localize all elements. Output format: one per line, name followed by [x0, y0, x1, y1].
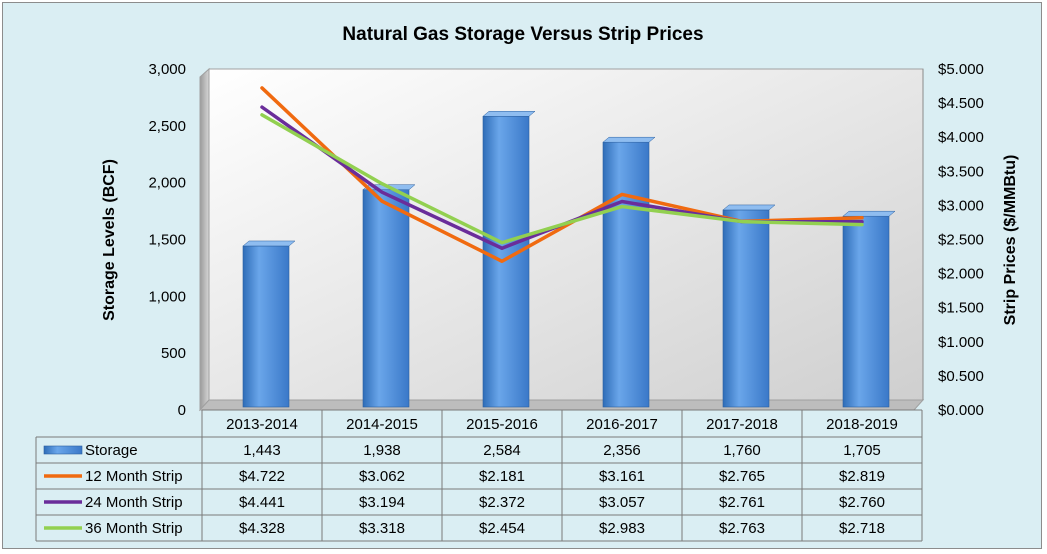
storage-bar-body — [722, 209, 770, 408]
y-tick-left: 0 — [178, 402, 186, 419]
y-axis-right-label: Strip Prices ($/MMBtu) — [1002, 155, 1019, 326]
table-cell: $3.062 — [359, 468, 405, 485]
table-cell: $3.318 — [359, 520, 405, 537]
y-tick-left: 1,000 — [148, 288, 186, 305]
line-36-month-strip — [260, 113, 864, 245]
table-cell: $2.761 — [719, 494, 765, 511]
y-tick-right: $2.000 — [938, 266, 984, 283]
table-cell: $2.181 — [479, 468, 525, 485]
storage-bar — [602, 136, 656, 408]
y-tick-right: $1.000 — [938, 334, 984, 351]
y-tick-right: $2.500 — [938, 232, 984, 249]
table-cell: $2.765 — [719, 468, 765, 485]
storage-bar-body — [842, 215, 890, 408]
table-cell: 1,705 — [843, 442, 881, 459]
y-axis-left-label: Storage Levels (BCF) — [101, 159, 118, 321]
storage-bar-top — [602, 136, 656, 143]
y-tick-left: 2,000 — [148, 175, 186, 192]
table-cell: $2.760 — [839, 494, 885, 511]
storage-bar-body — [602, 141, 650, 408]
x-category-label: 2018-2019 — [826, 416, 898, 433]
x-category-label: 2015-2016 — [466, 416, 538, 433]
table-cell: 2,584 — [483, 442, 521, 459]
table-cell: $3.194 — [359, 494, 405, 511]
y-tick-right: $1.500 — [938, 300, 984, 317]
x-category-label: 2013-2014 — [226, 416, 298, 433]
data-table: 2013-2014 2014-2015 2015-2016 2016-2017 2017… — [35, 409, 923, 542]
y-tick-left: 500 — [161, 345, 186, 362]
storage-bar-top — [842, 210, 896, 217]
table-cell: $3.057 — [599, 494, 645, 511]
y-tick-left: 2,500 — [148, 118, 186, 135]
table-cell: $2.454 — [479, 520, 525, 537]
y-axis-left-ticks: 0 500 1,000 1,500 2,000 2,500 3,000 — [148, 61, 186, 419]
storage-bar-body — [482, 115, 530, 408]
table-cell: $2.763 — [719, 520, 765, 537]
storage-bar — [482, 111, 536, 408]
table-cell: $2.819 — [839, 468, 885, 485]
table-cell: $2.372 — [479, 494, 525, 511]
table-cell: $3.161 — [599, 468, 645, 485]
y-tick-right: $3.500 — [938, 163, 984, 180]
legend-label: 24 Month Strip — [85, 494, 183, 511]
y-tick-right: $4.500 — [938, 95, 984, 112]
storage-bar — [362, 184, 416, 408]
x-category-label: 2017-2018 — [706, 416, 778, 433]
table-cell: $2.718 — [839, 520, 885, 537]
plot-left-side-wall — [199, 67, 210, 412]
x-category-label: 2016-2017 — [586, 416, 658, 433]
storage-bar-top — [722, 204, 776, 211]
y-tick-right: $3.000 — [938, 197, 984, 214]
table-cell: $2.983 — [599, 520, 645, 537]
storage-bar — [242, 240, 296, 408]
y-tick-right: $0.000 — [938, 402, 984, 419]
y-tick-right: $4.000 — [938, 129, 984, 146]
table-cell: 2,356 — [603, 442, 641, 459]
storage-bars — [242, 111, 896, 408]
storage-bar-body — [362, 189, 410, 408]
storage-bar-body — [242, 245, 290, 408]
plot-floor — [198, 399, 925, 411]
x-category-label: 2014-2015 — [346, 416, 418, 433]
table-cell: $4.722 — [239, 468, 285, 485]
storage-bar — [722, 204, 776, 408]
legend-label: Storage — [85, 442, 138, 459]
legend-key-storage — [43, 445, 83, 455]
legend-label: 12 Month Strip — [85, 468, 183, 485]
chart-title: Natural Gas Storage Versus Strip Prices — [342, 24, 703, 45]
y-tick-left: 3,000 — [148, 61, 186, 78]
y-axis-right-ticks: $0.000 $0.500 $1.000 $1.500 $2.000 $2.500 $3.0… — [938, 61, 984, 419]
table-cell: $4.328 — [239, 520, 285, 537]
storage-bar-top — [242, 240, 296, 247]
table-cell: 1,938 — [363, 442, 401, 459]
table-cell: 1,443 — [243, 442, 281, 459]
table-cell: $4.441 — [239, 494, 285, 511]
plot-back-wall — [208, 68, 924, 401]
legend-label: 36 Month Strip — [85, 520, 183, 537]
y-tick-right: $5.000 — [938, 61, 984, 78]
y-tick-right: $0.500 — [938, 368, 984, 385]
storage-bar-top — [482, 111, 536, 117]
strip-price-lines — [260, 86, 864, 264]
y-tick-left: 1,500 — [148, 232, 186, 249]
storage-bar — [842, 210, 896, 408]
table-cell: 1,760 — [723, 442, 761, 459]
